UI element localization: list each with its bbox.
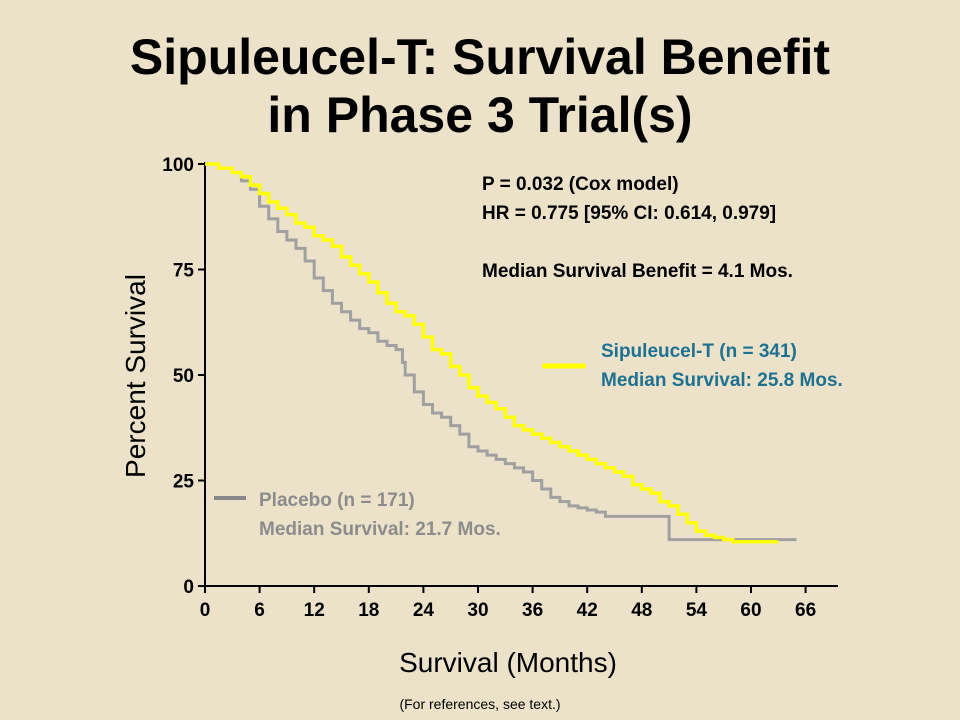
x-tick-label: 60 bbox=[740, 600, 761, 621]
chart-curves bbox=[205, 162, 797, 544]
y-axis-title: Percent Survival bbox=[120, 274, 151, 478]
y-tick-label: 50 bbox=[173, 366, 194, 387]
legend-label-sipuleucel: Sipuleucel-T (n = 341) bbox=[601, 341, 797, 362]
chart-axes: 0 25 50 75 100 0 6 12 18 24 30 36 42 48 54 60 66 Survival… bbox=[120, 155, 838, 678]
x-axis-title: Survival (Months) bbox=[399, 647, 617, 678]
x-tick-label: 12 bbox=[304, 600, 325, 621]
legend-median-sipuleucel: Median Survival: 25.8 Mos. bbox=[601, 370, 843, 391]
placebo-survival-curve bbox=[205, 162, 797, 542]
x-tick-label: 54 bbox=[686, 600, 708, 621]
stat-p-value: P = 0.032 (Cox model) bbox=[482, 174, 679, 195]
y-tick-label: 100 bbox=[162, 155, 194, 176]
legend-median-placebo: Median Survival: 21.7 Mos. bbox=[259, 519, 501, 540]
x-tick-label: 24 bbox=[413, 600, 435, 621]
stat-median-benefit: Median Survival Benefit = 4.1 Mos. bbox=[482, 261, 793, 282]
x-tick-label: 48 bbox=[631, 600, 652, 621]
slide-title: Sipuleucel-T: Survival Benefit in Phase … bbox=[0, 28, 960, 144]
x-tick-label: 66 bbox=[795, 600, 816, 621]
x-tick-label: 18 bbox=[358, 600, 379, 621]
x-tick-label: 6 bbox=[254, 600, 265, 621]
x-tick-label: 30 bbox=[467, 600, 488, 621]
legend-label-placebo: Placebo (n = 171) bbox=[259, 490, 415, 511]
title-line-1: Sipuleucel-T: Survival Benefit bbox=[129, 29, 831, 85]
x-tick-label: 0 bbox=[200, 600, 211, 621]
y-tick-label: 0 bbox=[183, 577, 194, 598]
title-line-2: in Phase 3 Trial(s) bbox=[267, 87, 693, 143]
x-tick-label: 42 bbox=[577, 600, 598, 621]
stat-hazard-ratio: HR = 0.775 [95% CI: 0.614, 0.979] bbox=[482, 203, 776, 224]
sipuleucel-survival-curve bbox=[205, 162, 779, 544]
y-tick-label: 25 bbox=[173, 472, 195, 493]
chart-labels: P = 0.032 (Cox model) HR = 0.775 [95% CI:… bbox=[214, 174, 843, 540]
y-tick-label: 75 bbox=[173, 261, 195, 282]
footnote: (For references, see text.) bbox=[399, 696, 561, 712]
x-tick-label: 36 bbox=[522, 600, 543, 621]
